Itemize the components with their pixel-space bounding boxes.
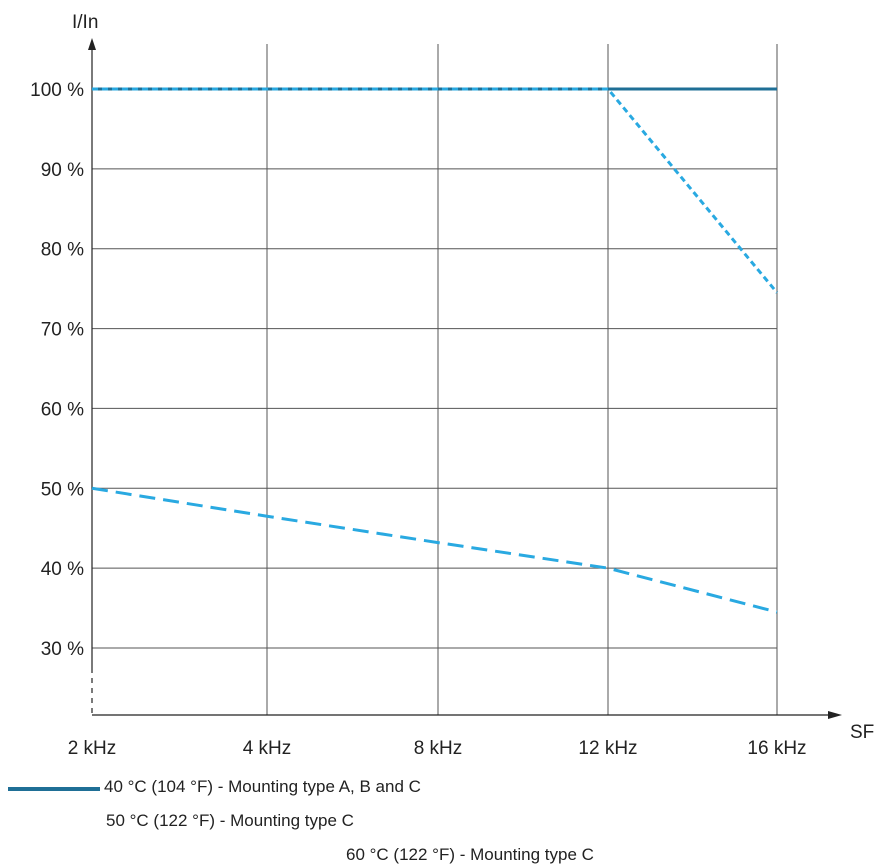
x-tick-labels: 2 kHz 4 kHz 8 kHz 12 kHz 16 kHz bbox=[68, 738, 807, 759]
y-tick-label: 50 % bbox=[41, 479, 84, 500]
y-tick-label: 70 % bbox=[41, 320, 84, 341]
x-axis-title: SF bbox=[850, 722, 874, 743]
series-lines bbox=[91, 87, 779, 614]
x-tick-label: 12 kHz bbox=[578, 738, 637, 759]
grid bbox=[92, 44, 778, 715]
x-tick-label: 2 kHz bbox=[68, 738, 117, 759]
y-tick-label: 90 % bbox=[41, 160, 84, 181]
x-tick-label: 4 kHz bbox=[243, 738, 292, 759]
y-tick-label: 40 % bbox=[41, 559, 84, 580]
x-tick-label: 8 kHz bbox=[414, 738, 463, 759]
series-line-2 bbox=[91, 486, 778, 614]
axes bbox=[88, 38, 842, 719]
y-tick-label: 80 % bbox=[41, 240, 84, 261]
y-tick-label: 100 % bbox=[30, 80, 84, 101]
y-axis-arrow bbox=[88, 38, 96, 50]
series-line-1 bbox=[92, 87, 779, 294]
y-tick-label: 30 % bbox=[41, 639, 84, 660]
y-tick-label: 60 % bbox=[41, 399, 84, 420]
y-tick-labels: 30 % 40 % 50 % 60 % 70 % 80 % 90 % 100 % bbox=[30, 80, 84, 660]
y-axis-title: I/In bbox=[72, 12, 98, 33]
x-tick-label: 16 kHz bbox=[747, 738, 806, 759]
x-axis-arrow bbox=[828, 711, 842, 719]
